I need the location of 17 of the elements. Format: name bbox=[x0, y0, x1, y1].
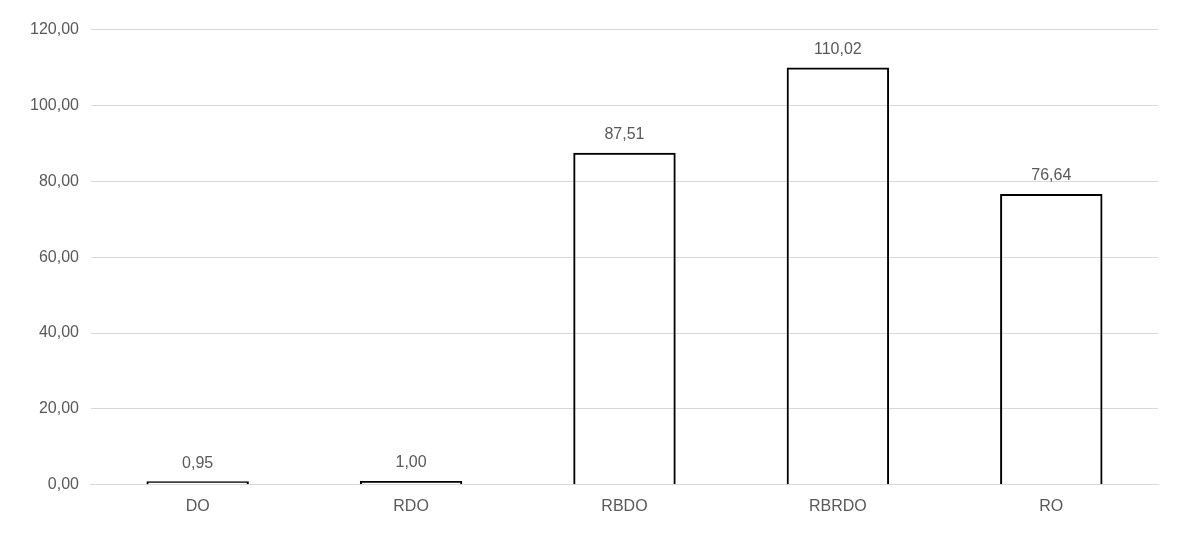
y-tick-label: 20,00 bbox=[38, 399, 80, 417]
x-tick-label: RO bbox=[1039, 496, 1064, 514]
x-tick-label: RDO bbox=[393, 496, 429, 514]
y-tick-label: 40,00 bbox=[38, 323, 80, 341]
y-tick-label: 0,00 bbox=[47, 475, 80, 493]
y-tick-label: 120,00 bbox=[30, 20, 80, 38]
data-label: 87,51 bbox=[604, 125, 645, 143]
y-tick-label: 60,00 bbox=[38, 247, 80, 265]
x-tick-label: DO bbox=[185, 496, 210, 514]
x-tick-label: RBDO bbox=[601, 496, 648, 514]
data-label: 1,00 bbox=[395, 453, 427, 471]
data-label: 76,64 bbox=[1031, 166, 1072, 184]
y-tick-label: 80,00 bbox=[38, 171, 80, 189]
y-tick-label: 100,00 bbox=[30, 95, 80, 113]
data-label: 0,95 bbox=[182, 453, 214, 471]
x-tick-label: RBRDO bbox=[808, 496, 867, 514]
data-label: 110,02 bbox=[814, 39, 862, 57]
